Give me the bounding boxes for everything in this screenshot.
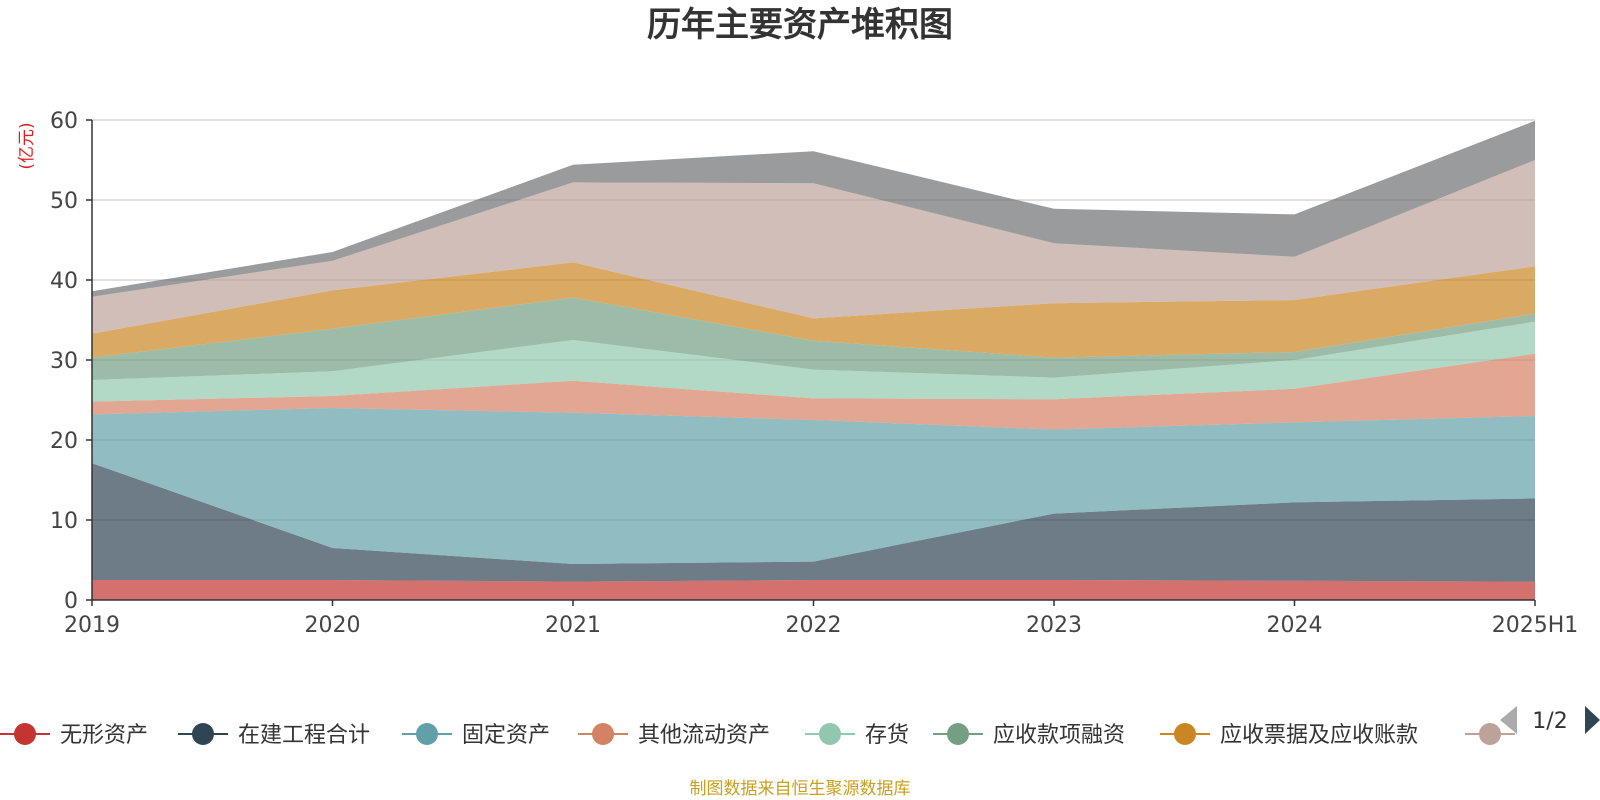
- area-series-5: [92, 297, 1535, 380]
- x-tick-label: 2019: [64, 613, 120, 638]
- legend-item-7[interactable]: [1465, 723, 1515, 745]
- legend-pager: 1/2: [1500, 706, 1600, 734]
- legend-label: 无形资产: [60, 723, 148, 748]
- legend-item-3[interactable]: 其他流动资产: [578, 723, 770, 748]
- legend-item-4[interactable]: 存货: [805, 723, 909, 748]
- chart-title: 历年主要资产堆积图: [647, 5, 953, 45]
- x-tick-label: 2021: [545, 613, 601, 638]
- area-series-2: [92, 408, 1535, 564]
- source-note: 制图数据来自恒生聚源数据库: [690, 779, 911, 799]
- legend-item-6[interactable]: 应收票据及应收账款: [1160, 723, 1418, 748]
- y-tick-label: 30: [50, 349, 78, 374]
- legend-label: 存货: [865, 723, 909, 748]
- legend-item-0[interactable]: 无形资产: [0, 723, 148, 748]
- legend-item-2[interactable]: 固定资产: [402, 723, 550, 748]
- legend-prev-icon[interactable]: [1500, 706, 1517, 734]
- legend-label: 其他流动资产: [638, 723, 770, 748]
- y-tick-label: 60: [50, 109, 78, 134]
- legend-next-icon[interactable]: [1585, 706, 1600, 734]
- axes: 0 10 20 30 40 50 60 2019 2020 2021 2022 2023 2024 202…: [50, 109, 1578, 638]
- x-tick-label: 2022: [786, 613, 842, 638]
- legend-marker-icon: [416, 723, 438, 745]
- legend-item-5[interactable]: 应收款项融资: [933, 723, 1125, 748]
- y-tick-label: 50: [50, 189, 78, 214]
- legend-marker-icon: [1479, 723, 1501, 745]
- legend-page-indicator: 1/2: [1532, 709, 1567, 734]
- y-tick-label: 0: [64, 589, 78, 614]
- legend-label: 应收票据及应收账款: [1220, 723, 1418, 748]
- area-series-8: [92, 120, 1535, 297]
- area-series-1: [92, 463, 1535, 582]
- legend-marker-icon: [947, 723, 969, 745]
- legend: 无形资产 在建工程合计 固定资产 其他流动资产 存货 应收款项融资 应收票据及应收账款: [0, 723, 1515, 748]
- x-tick-label: 2024: [1267, 613, 1323, 638]
- legend-marker-icon: [14, 723, 36, 745]
- x-tick-label: 2020: [305, 613, 361, 638]
- y-tick-label: 10: [50, 509, 78, 534]
- legend-marker-icon: [1174, 723, 1196, 745]
- legend-item-1[interactable]: 在建工程合计: [178, 723, 370, 748]
- area-series-0: [92, 580, 1535, 600]
- area-series-4: [92, 321, 1535, 402]
- legend-marker-icon: [192, 723, 214, 745]
- area-series-3: [92, 353, 1535, 430]
- y-tick-label: 20: [50, 429, 78, 454]
- y-axis-unit: (亿元): [17, 122, 37, 169]
- legend-marker-icon: [819, 723, 841, 745]
- area-series: [92, 120, 1535, 600]
- y-tick-label: 40: [50, 269, 78, 294]
- legend-label: 应收款项融资: [993, 723, 1125, 748]
- area-series-7: [92, 160, 1535, 334]
- x-tick-label: 2025H1: [1492, 613, 1579, 638]
- x-tick-label: 2023: [1026, 613, 1082, 638]
- legend-label: 在建工程合计: [238, 723, 370, 748]
- legend-marker-icon: [592, 723, 614, 745]
- legend-label: 固定资产: [462, 723, 550, 748]
- area-series-6: [92, 262, 1535, 358]
